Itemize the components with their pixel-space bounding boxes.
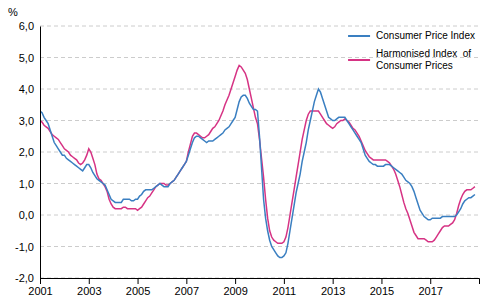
grid-line bbox=[40, 89, 479, 90]
legend-label-line: Harmonised Index of bbox=[376, 48, 471, 59]
x-tick: 2013 bbox=[321, 278, 345, 297]
series-line bbox=[40, 65, 475, 243]
y-tick: 5,0 bbox=[19, 52, 40, 64]
y-tick: 6,0 bbox=[19, 20, 40, 32]
x-tick-label: 2015 bbox=[370, 285, 394, 297]
y-axis: -2,0 -1,0 0,0 1,0 2,0 3,0 4,0 5,0 6,0 bbox=[15, 20, 40, 284]
grid-line bbox=[40, 183, 479, 184]
y-tick-label: 3,0 bbox=[19, 115, 34, 127]
plot-area bbox=[40, 65, 475, 257]
y-tick: 0,0 bbox=[19, 209, 40, 221]
grid-line bbox=[40, 152, 479, 153]
chart: 2001 2003 2005 2007 2009 2011 2013 2015 2017 -2,0… bbox=[0, 0, 491, 302]
grid bbox=[40, 26, 479, 278]
x-tick-mark bbox=[333, 278, 334, 284]
x-tick-label: 2001 bbox=[28, 285, 52, 297]
x-tick-mark bbox=[40, 278, 41, 284]
x-tick-mark bbox=[235, 278, 236, 284]
x-axis-line bbox=[41, 279, 480, 285]
legend-swatch bbox=[348, 59, 370, 61]
legend-label-line: Consumer Prices bbox=[376, 60, 453, 71]
y-axis-title: % bbox=[8, 6, 18, 18]
y-tick-label: 5,0 bbox=[19, 52, 34, 64]
legend-label: Consumer Price Index bbox=[376, 30, 475, 41]
series-line bbox=[40, 89, 475, 258]
y-tick: 2,0 bbox=[19, 146, 40, 158]
y-axis-line bbox=[40, 27, 41, 279]
y-tick-label: 4,0 bbox=[19, 83, 34, 95]
grid-line bbox=[40, 246, 479, 247]
legend-label-line: Consumer Price Index bbox=[376, 30, 475, 41]
y-tick: 3,0 bbox=[19, 115, 40, 127]
x-tick-mark bbox=[186, 278, 187, 284]
y-tick-label: 2,0 bbox=[19, 146, 34, 158]
x-tick-label: 2003 bbox=[77, 285, 101, 297]
legend-item: Consumer Price Index bbox=[348, 30, 475, 41]
x-tick-mark bbox=[138, 278, 139, 284]
y-tick: -2,0 bbox=[15, 272, 40, 284]
x-tick: 2011 bbox=[273, 278, 297, 297]
x-tick: 2007 bbox=[175, 278, 199, 297]
y-tick-label: -1,0 bbox=[15, 241, 34, 253]
x-tick-mark bbox=[89, 278, 90, 284]
legend-item: Harmonised Index ofConsumer Prices bbox=[348, 48, 471, 71]
x-tick: 2009 bbox=[223, 278, 247, 297]
y-tick-label: 0,0 bbox=[19, 209, 34, 221]
x-tick: 2015 bbox=[370, 278, 394, 297]
x-tick-label: 2005 bbox=[126, 285, 150, 297]
legend-label: Harmonised Index ofConsumer Prices bbox=[376, 48, 471, 71]
x-tick-label: 2011 bbox=[273, 285, 297, 297]
x-tick-mark bbox=[430, 278, 431, 284]
x-tick: 2017 bbox=[418, 278, 442, 297]
x-tick-label: 2009 bbox=[223, 285, 247, 297]
y-tick: -1,0 bbox=[15, 241, 40, 253]
y-tick: 1,0 bbox=[19, 178, 40, 190]
x-tick: 2003 bbox=[77, 278, 101, 297]
x-tick-mark bbox=[381, 278, 382, 284]
grid-line bbox=[40, 120, 479, 121]
x-tick-mark bbox=[284, 278, 285, 284]
y-tick-label: -2,0 bbox=[15, 272, 34, 284]
chart-container: 2001 2003 2005 2007 2009 2011 2013 2015 2017 -2,0… bbox=[0, 0, 491, 302]
x-tick: 2005 bbox=[126, 278, 150, 297]
x-tick-label: 2013 bbox=[321, 285, 345, 297]
y-tick-label: 1,0 bbox=[19, 178, 34, 190]
x-axis: 2001 2003 2005 2007 2009 2011 2013 2015 2017 bbox=[28, 278, 479, 297]
y-tick: 4,0 bbox=[19, 83, 40, 95]
x-tick-label: 2017 bbox=[418, 285, 442, 297]
y-tick-label: 6,0 bbox=[19, 20, 34, 32]
grid-line bbox=[40, 215, 479, 216]
legend-swatch bbox=[348, 35, 370, 37]
grid-line bbox=[40, 26, 479, 27]
x-tick-label: 2007 bbox=[175, 285, 199, 297]
legend: Consumer Price Index Harmonised Index ofC… bbox=[348, 30, 475, 71]
